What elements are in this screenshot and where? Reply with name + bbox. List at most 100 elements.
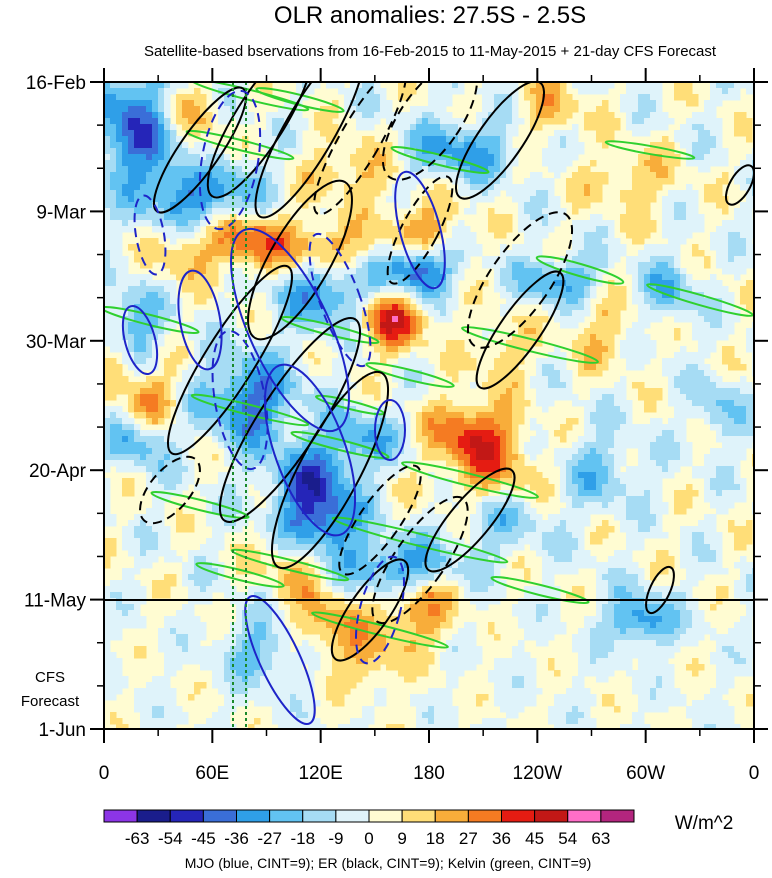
heat-cell: [686, 286, 693, 293]
heat-cell: [386, 196, 393, 203]
heat-cell: [350, 334, 357, 341]
heat-cell: [368, 196, 375, 203]
heat-cell: [230, 442, 237, 449]
heat-cell: [158, 286, 165, 293]
heat-cell: [704, 400, 711, 407]
heat-cell: [470, 184, 477, 191]
heat-cell: [140, 238, 147, 245]
heat-cell: [404, 442, 411, 449]
heat-cell: [416, 130, 423, 137]
heat-cell: [350, 286, 357, 293]
heat-cell: [266, 178, 273, 185]
heat-cell: [686, 94, 693, 101]
heat-cell: [104, 178, 111, 185]
heat-cell: [500, 274, 507, 281]
heat-cell: [500, 394, 507, 401]
heat-cell: [308, 184, 315, 191]
heat-cell: [128, 112, 135, 119]
heat-cell: [500, 292, 507, 299]
heat-cell: [116, 160, 123, 167]
heat-cell: [584, 400, 591, 407]
heat-cell: [266, 166, 273, 173]
heat-cell: [530, 202, 537, 209]
heat-cell: [428, 190, 435, 197]
heat-cell: [536, 202, 543, 209]
heat-cell: [152, 316, 159, 323]
heat-cell: [572, 178, 579, 185]
heat-cell: [260, 82, 267, 89]
heat-cell: [440, 430, 447, 437]
heat-cell: [110, 328, 117, 335]
heat-cell: [440, 316, 447, 323]
heat-cell: [368, 376, 375, 383]
heat-cell: [470, 190, 477, 197]
heat-cell: [356, 190, 363, 197]
heat-cell: [524, 88, 531, 95]
heat-cell: [104, 358, 111, 365]
heat-cell: [722, 424, 729, 431]
heat-cell: [272, 352, 279, 359]
heat-cell: [266, 262, 273, 269]
heat-cell: [182, 142, 189, 149]
heat-cell: [578, 334, 585, 341]
heat-cell: [590, 352, 597, 359]
heat-cell: [116, 202, 123, 209]
heat-cell: [722, 322, 729, 329]
heat-cell: [752, 364, 754, 371]
heat-cell: [566, 424, 573, 431]
heat-cell: [734, 178, 741, 185]
heat-cell: [740, 298, 747, 305]
heat-cell: [308, 160, 315, 167]
heat-cell: [674, 268, 681, 275]
heat-cell: [290, 334, 297, 341]
heat-cell: [494, 220, 501, 227]
heat-cell: [128, 406, 135, 413]
heat-cell: [608, 388, 615, 395]
heat-cell: [434, 160, 441, 167]
heat-cell: [572, 310, 579, 317]
heat-cell: [308, 274, 315, 281]
heat-cell: [746, 118, 753, 125]
heat-cell: [530, 262, 537, 269]
heat-cell: [632, 430, 639, 437]
heat-cell: [458, 430, 465, 437]
heat-cell: [692, 334, 699, 341]
heat-cell: [266, 418, 273, 425]
heat-cell: [404, 310, 411, 317]
heat-cell: [488, 406, 495, 413]
heat-cell: [512, 94, 519, 101]
heat-cell: [188, 382, 195, 389]
heat-cell: [164, 220, 171, 227]
heat-cell: [266, 268, 273, 275]
heat-cell: [110, 436, 117, 443]
heat-cell: [614, 298, 621, 305]
heat-cell: [566, 322, 573, 329]
heat-cell: [620, 382, 627, 389]
heat-cell: [134, 166, 141, 173]
heat-cell: [248, 352, 255, 359]
heat-cell: [104, 442, 111, 449]
heat-cell: [362, 196, 369, 203]
heat-cell: [332, 448, 339, 455]
heat-cell: [350, 340, 357, 347]
heat-cell: [248, 178, 255, 185]
heat-cell: [572, 148, 579, 155]
heat-cell: [446, 166, 453, 173]
heat-cell: [236, 238, 243, 245]
heat-cell: [542, 286, 549, 293]
heat-cell: [674, 292, 681, 299]
heat-cell: [716, 148, 723, 155]
heat-cell: [542, 106, 549, 113]
heat-cell: [338, 298, 345, 305]
heat-cell: [602, 448, 609, 455]
heat-cell: [428, 418, 435, 425]
heat-cell: [422, 208, 429, 215]
heat-cell: [338, 406, 345, 413]
heat-cell: [674, 352, 681, 359]
heat-cell: [710, 286, 717, 293]
heat-cell: [404, 256, 411, 263]
heat-cell: [722, 232, 729, 239]
heat-cell: [464, 262, 471, 269]
heat-cell: [194, 226, 201, 233]
heat-cell: [740, 124, 747, 131]
